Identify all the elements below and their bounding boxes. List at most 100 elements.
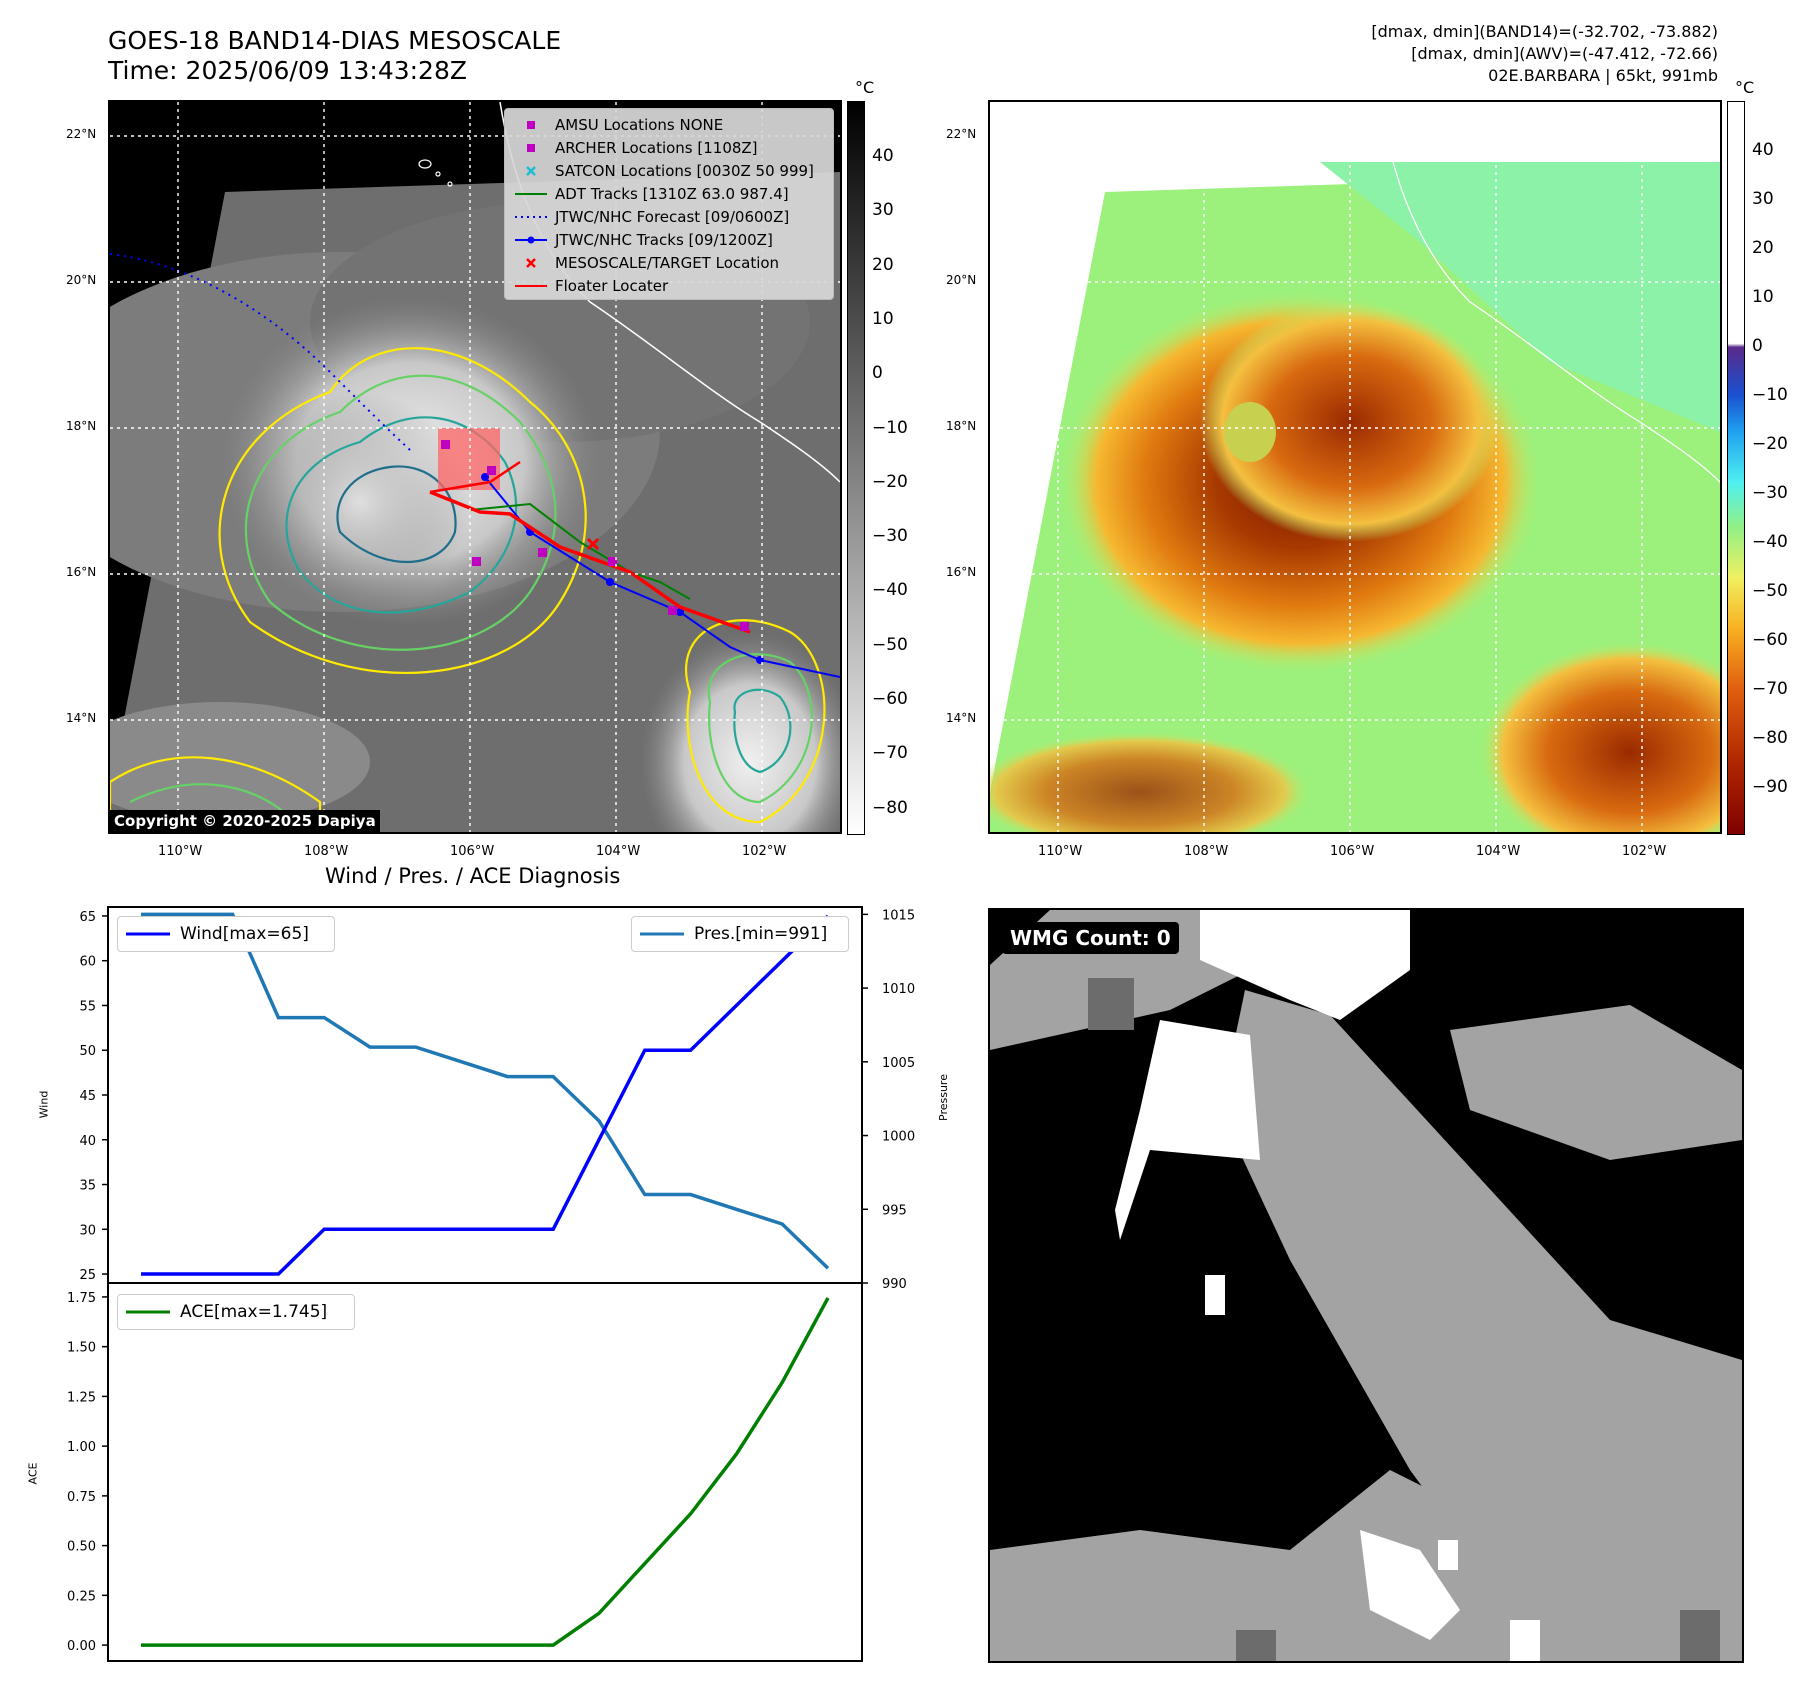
- ace-legend: ACE[max=1.745]: [117, 1294, 355, 1330]
- colorbar-tick: −30: [1752, 483, 1788, 503]
- colorbar-tick: −10: [1752, 385, 1788, 405]
- wind-legend: Wind[max=65]: [117, 916, 335, 952]
- colorbar-tick: 30: [1752, 189, 1774, 209]
- info-band14: [dmax, dmin](BAND14)=(-32.702, -73.882): [1371, 22, 1718, 41]
- colorbar-tick: 0: [1752, 336, 1763, 356]
- wind-tick-label: 25: [79, 1268, 96, 1283]
- pressure-series-line: [141, 912, 830, 1270]
- colorbar-tick: 20: [1752, 238, 1774, 258]
- info-awv: [dmax, dmin](AWV)=(-47.412, -72.66): [1411, 44, 1718, 63]
- colorbar-tick: −50: [872, 634, 908, 655]
- lat-label: 16°N: [946, 565, 977, 579]
- colorbar-unit: °C: [1735, 78, 1755, 97]
- lon-label: 106°W: [450, 844, 495, 859]
- wind-tick-label: 45: [79, 1089, 96, 1104]
- ace-tick-label: 0.00: [67, 1639, 96, 1654]
- colorbar-tick: −20: [1752, 434, 1788, 454]
- colorbar-tick: 10: [1752, 287, 1774, 307]
- lon-label: 104°W: [1476, 844, 1521, 859]
- colorbar-tick: −60: [872, 689, 908, 709]
- ir-map-panel: Copyright © 2020-2025 Dapiya AMSU Locati…: [108, 100, 842, 834]
- figure-title: GOES-18 BAND14-DIAS MESOSCALE: [108, 26, 562, 55]
- lat-label: 20°N: [946, 273, 977, 287]
- lat-label: 22°N: [946, 127, 977, 141]
- colorbar-tick: 0: [872, 363, 883, 384]
- color-colorbar: [1727, 101, 1745, 835]
- lon-label: 110°W: [158, 844, 203, 859]
- ace-tick-label: 1.25: [67, 1390, 96, 1405]
- lon-label: 102°W: [1622, 844, 1667, 859]
- pressure-legend: Pres.[min=991]: [631, 916, 849, 952]
- ace-tick-label: 1.00: [67, 1440, 96, 1455]
- copyright-label: Copyright © 2020-2025 Dapiya: [110, 810, 380, 832]
- colorbar-unit: °C: [855, 78, 875, 97]
- colorbar-tick: 20: [872, 254, 894, 275]
- colorbar-tick: −40: [1752, 532, 1788, 552]
- lon-label: 110°W: [1038, 844, 1083, 859]
- wind-series-line: [141, 914, 830, 1276]
- wind-tick-label: 40: [79, 1134, 96, 1149]
- ace-series-line: [141, 1297, 830, 1647]
- lon-label: 106°W: [1330, 844, 1375, 859]
- pressure-tick-label: 1015: [882, 908, 915, 923]
- wmg-panel: WMG Count: 0: [988, 908, 1744, 1663]
- lon-label: 104°W: [596, 844, 641, 859]
- ace-tick-label: 1.50: [67, 1341, 96, 1356]
- lon-label: 108°W: [1184, 844, 1229, 859]
- colorbar-tick: 40: [1752, 140, 1774, 160]
- colorbar-tick: −80: [1752, 728, 1788, 748]
- lat-label: 22°N: [66, 127, 97, 141]
- lon-label: 102°W: [742, 844, 787, 859]
- ace-tick-label: 1.75: [67, 1291, 96, 1306]
- colorbar-tick: −70: [1752, 679, 1788, 699]
- pressure-tick-label: 1010: [882, 982, 915, 997]
- colorbar-tick: −90: [1752, 777, 1788, 797]
- colorbar-tick: −60: [1752, 630, 1788, 650]
- figure-time: Time: 2025/06/09 13:43:28Z: [108, 56, 467, 85]
- colorbar-tick: 10: [872, 308, 894, 329]
- lat-label: 18°N: [946, 419, 977, 433]
- colorbar-tick: −50: [1752, 581, 1788, 601]
- ace-tick-label: 0.75: [67, 1490, 96, 1505]
- wmg-count-label: WMG Count: 0: [1002, 922, 1179, 954]
- wmg-image: [990, 910, 1742, 1661]
- pressure-axis-label: Pressure: [936, 1074, 950, 1121]
- wind-tick-label: 55: [79, 999, 96, 1014]
- wind-tick-label: 60: [79, 955, 96, 970]
- pressure-tick-label: 990: [882, 1277, 907, 1292]
- lat-label: 14°N: [946, 711, 977, 725]
- colorbar-tick: 40: [872, 146, 894, 166]
- colorbar-tick: 30: [872, 200, 894, 221]
- ace-axis-label: ACE: [26, 1462, 40, 1485]
- colorbar-tick: −80: [872, 797, 908, 818]
- wind-tick-label: 35: [79, 1179, 96, 1194]
- color-ir-map-panel: [988, 100, 1722, 834]
- pressure-tick-label: 995: [882, 1203, 907, 1218]
- colorbar-tick: −30: [872, 526, 908, 547]
- ace-axes: [107, 1282, 863, 1662]
- wind-tick-label: 50: [79, 1044, 96, 1059]
- lon-label: 108°W: [304, 844, 349, 859]
- lat-label: 18°N: [66, 419, 97, 433]
- ace-tick-label: 0.50: [67, 1540, 96, 1555]
- wind-tick-label: 65: [79, 910, 96, 925]
- grayscale-colorbar: [847, 101, 865, 835]
- pressure-tick-label: 1005: [882, 1056, 915, 1071]
- ace-tick-label: 0.25: [67, 1589, 96, 1604]
- lat-label: 20°N: [66, 273, 97, 287]
- wind-axis-label: Wind: [37, 1090, 51, 1119]
- colorbar-tick: −40: [872, 580, 908, 601]
- pressure-tick-label: 1000: [882, 1130, 915, 1145]
- wind-pressure-axes: [107, 906, 863, 1284]
- diagnosis-chart: 25 30 35 40 45 50 55 60 65 990 995 1000 1005 1010 1015…: [67, 906, 915, 1662]
- lat-label: 16°N: [66, 565, 97, 579]
- colorbar-tick: −20: [872, 471, 908, 492]
- info-storm: 02E.BARBARA | 65kt, 991mb: [1488, 66, 1718, 85]
- ir-map-image: [110, 102, 840, 832]
- diagnosis-title: Wind / Pres. / ACE Diagnosis: [325, 864, 621, 888]
- map-legend: AMSU Locations NONE ARCHER Locations [11…: [504, 108, 834, 300]
- colorbar-tick: −10: [872, 417, 908, 438]
- wind-tick-label: 30: [79, 1223, 96, 1238]
- lat-label: 14°N: [66, 711, 97, 725]
- color-ir-map-image: [990, 102, 1720, 832]
